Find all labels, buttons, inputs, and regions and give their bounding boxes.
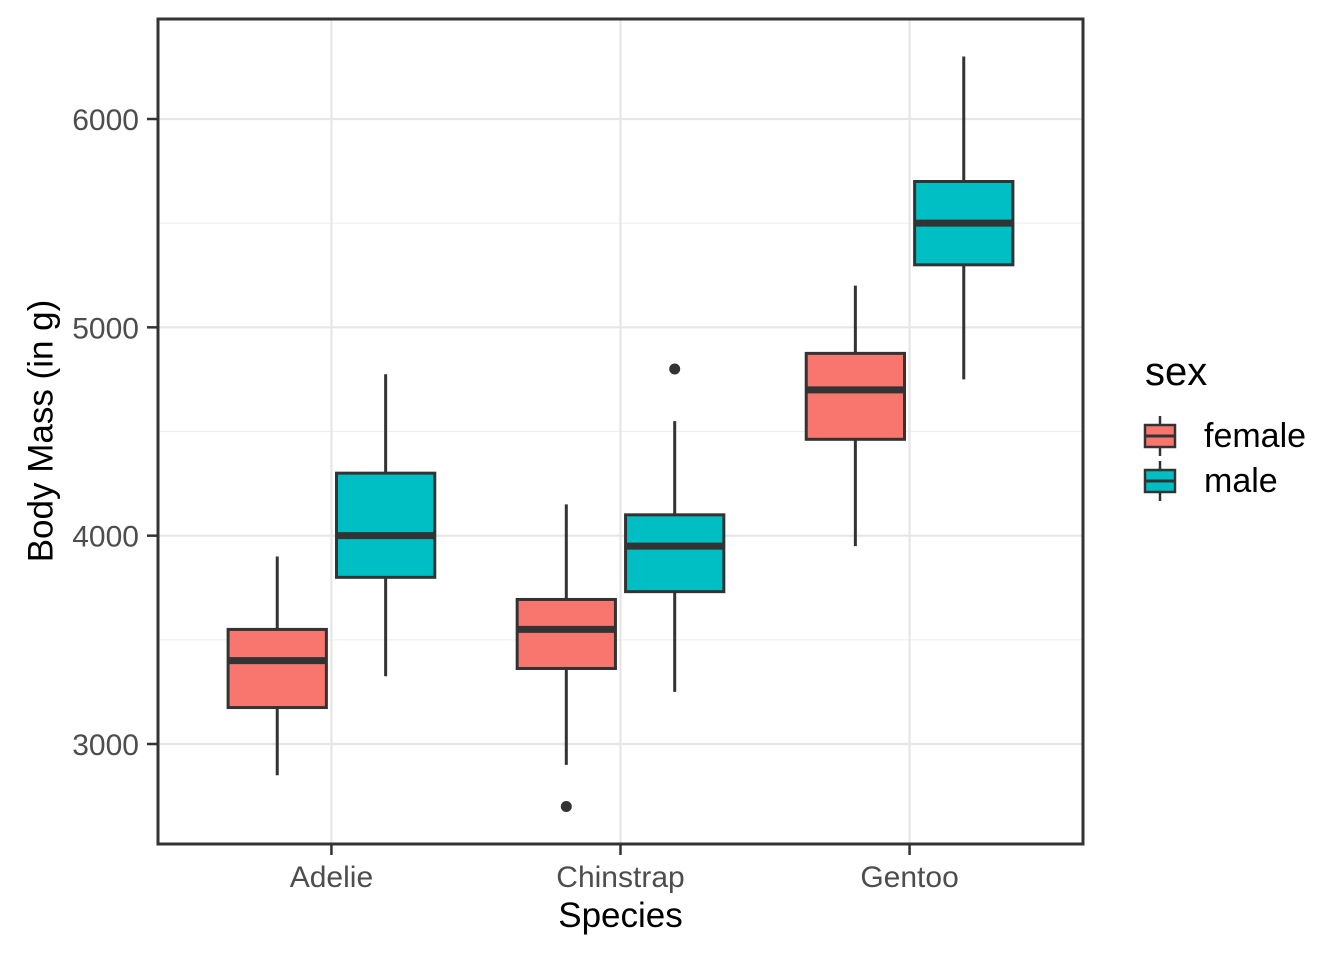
y-tick-label: 4000 [72,521,139,554]
boxplot-key-female-icon [1143,416,1177,456]
legend-title: sex [1145,350,1208,394]
box-female-Adelie [226,627,328,710]
x-tick-label: Adelie [290,861,373,894]
outlier-point-female-Chinstrap [560,801,572,812]
legend-entry-male: male [1143,459,1306,503]
legend-label-male: male [1204,462,1278,500]
legend-entry-female: female [1143,414,1306,458]
x-axis-title: Species [558,896,683,935]
box-male-Chinstrap [624,513,726,594]
legend: sex female male [1143,352,1306,504]
box-male-Adelie [334,471,437,579]
y-tick-label: 6000 [72,104,139,137]
x-tick-label: Chinstrap [556,861,684,894]
y-tick-label: 5000 [72,312,139,345]
legend-label-female: female [1204,417,1307,455]
outlier-point-male-Chinstrap [669,363,681,375]
y-tick-label: 3000 [72,729,139,762]
y-axis-title: Body Mass (in g) [21,299,61,563]
boxplot-key-male-icon [1143,461,1177,501]
box-female-Chinstrap [515,597,617,670]
box-female-Gentoo [804,351,907,441]
x-tick-label: Gentoo [860,861,958,894]
